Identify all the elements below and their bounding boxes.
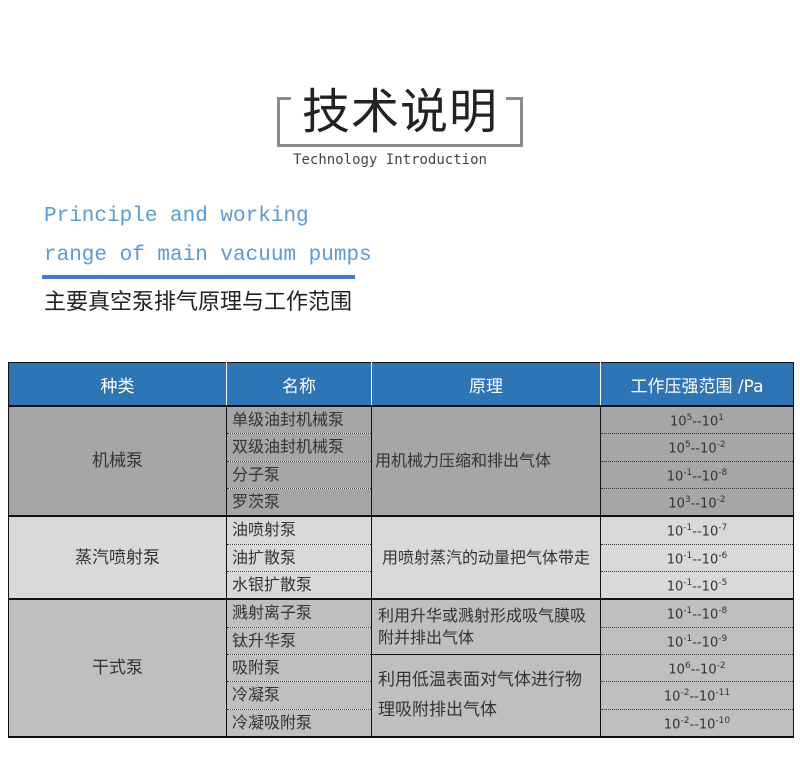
pump-name: 钛升华泵 [226,627,372,655]
section-underline [42,275,355,279]
section-title-en-line1: Principle and working [44,205,309,228]
range-exp-high: -1 [683,606,693,617]
header-principle: 原理 [371,362,601,407]
range-exp-high: -1 [683,577,693,588]
principle: 用机械力压缩和排出气体 [371,406,601,518]
table-row: 机械泵 单级油封机械泵 用机械力压缩和排出气体 105--101 [8,406,794,518]
range-exp-high: -1 [683,467,693,478]
table-row: 油扩散泵 10-1--10-6 [9,544,794,572]
range-exp-high: -2 [680,715,690,726]
range-exp-high: -1 [683,633,693,644]
range-exp-low: -2 [716,660,726,671]
pump-name: 双级油封机械泵 [226,433,372,462]
vacuum-pump-table: 种类 名称 原理 工作压强范围 /Pa 机械泵 单级油封机械泵 用机械力压缩和排出气… [8,362,794,738]
pump-name: 冷凝吸附泵 [226,709,372,738]
pump-name: 罗茨泵 [226,488,372,518]
pump-type: 干式泵 [8,599,227,738]
range-exp-high: -1 [683,523,693,534]
header-range: 工作压强范围 /Pa [600,362,794,407]
pressure-range: 10-1--10-8 [600,599,794,628]
range-exp-high: -1 [683,550,693,561]
pressure-range: 10-2--10-10 [600,709,794,738]
range-exp-low: -6 [718,550,728,561]
range-exp-high: 6 [684,660,691,671]
pressure-range: 10-1--10-8 [600,461,794,489]
pressure-range: 105--101 [600,406,794,435]
table-row: 分子泵 10-1--10-8 [9,461,794,489]
table-row: 罗茨泵 103--10-2 [9,488,794,518]
pump-type: 蒸汽喷射泵 [8,516,227,601]
bracket-decoration [277,97,523,147]
range-exp-low: -7 [718,523,728,534]
pressure-range: 105--10-2 [600,433,794,462]
table-row: 吸附泵 利用低温表面对气体进行物理吸附排出气体 106--10-2 [9,654,794,738]
range-exp-low: -8 [718,467,728,478]
principle: 用喷射蒸汽的动量把气体带走 [371,516,601,601]
table-row: 冷凝吸附泵 10-2--10-10 [9,709,794,738]
range-exp-low: -2 [716,440,726,451]
pressure-range: 10-1--10-9 [600,627,794,655]
range-exp-low: 1 [718,413,724,423]
header-name: 名称 [226,362,372,407]
range-exp-low: -11 [715,688,731,699]
pump-type: 机械泵 [8,406,227,518]
range-exp-low: -8 [718,606,728,617]
pump-name: 水银扩散泵 [226,571,372,601]
table-row: 蒸汽喷射泵 油喷射泵 用喷射蒸汽的动量把气体带走 10-1--10-7 [8,516,794,601]
table-row: 冷凝泵 10-2--10-11 [9,681,794,710]
range-exp-low: -5 [718,577,728,588]
range-exp-low: -2 [716,494,726,505]
pressure-range: 103--10-2 [600,488,794,518]
bracket-decoration [506,97,520,100]
pump-name: 分子泵 [226,461,372,489]
table-row: 水银扩散泵 10-1--10-5 [9,571,794,601]
table-row: 双级油封机械泵 105--10-2 [9,433,794,462]
pump-name: 冷凝泵 [226,681,372,710]
range-exp-high: 5 [684,440,691,451]
page-title: 技术说明 [301,84,498,140]
range-exp-low: -9 [718,633,728,644]
pressure-range: 10-2--10-11 [600,681,794,710]
table-row: 钛升华泵 10-1--10-9 [9,627,794,655]
pressure-range: 106--10-2 [600,654,794,683]
table-row: 干式泵 溅射离子泵 利用升华或溅射形成吸气膜吸附并排出气体 10-1--10-8 [8,599,794,738]
range-exp-high: 5 [686,413,693,423]
bracket-decoration [277,97,291,100]
pump-name: 油喷射泵 [226,516,372,545]
pump-name: 单级油封机械泵 [226,406,372,435]
pump-name: 溅射离子泵 [226,599,372,628]
pump-name: 吸附泵 [226,654,372,683]
principle: 利用升华或溅射形成吸气膜吸附并排出气体 [371,599,601,655]
page-subtitle: Technology Introduction [293,152,487,168]
range-exp-high: -2 [680,688,690,699]
pump-name: 油扩散泵 [226,544,372,572]
pressure-range: 10-1--10-7 [600,516,794,545]
header-type: 种类 [8,362,227,407]
section-title-cn: 主要真空泵排气原理与工作范围 [44,290,353,315]
range-exp-low: -10 [715,715,731,726]
range-exp-high: 3 [684,494,691,505]
principle: 利用低温表面对气体进行物理吸附排出气体 [371,654,601,738]
pressure-range: 10-1--10-5 [600,571,794,601]
pressure-range: 10-1--10-6 [600,544,794,572]
section-title-en-line2: range of main vacuum pumps [44,244,372,267]
